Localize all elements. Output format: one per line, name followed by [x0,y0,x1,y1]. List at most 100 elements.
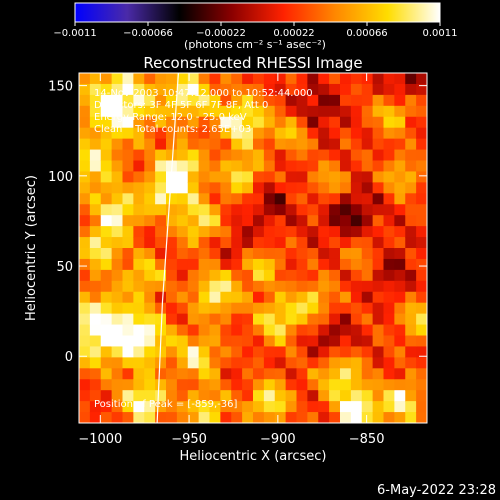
heatmap-cell [209,193,221,205]
heatmap-cell [133,324,145,337]
heatmap-cell [394,73,406,85]
heatmap-cell [187,379,200,391]
heatmap-cell [144,83,156,96]
heatmap-cell [340,324,352,337]
heatmap-cell [209,248,221,260]
heatmap-cell [176,401,189,413]
heatmap-cell [187,280,200,293]
heatmap-cell [361,291,374,304]
heatmap-cell [133,149,145,162]
heatmap-cell [350,324,363,337]
heatmap-cell [198,193,211,205]
heatmap-cell [372,73,385,85]
heatmap-cell [285,401,298,413]
heatmap-cell [187,368,200,380]
heatmap-cell [372,215,385,227]
heatmap-cell [253,324,265,337]
heatmap-cell [263,346,276,358]
heatmap-cell [263,116,276,129]
heatmap-cell [274,204,287,216]
heatmap-cell [253,83,265,96]
heatmap-cell [111,280,124,293]
heatmap-cell [79,94,91,107]
heatmap-cell [187,390,200,402]
heatmap-cell [350,204,363,216]
heatmap-cell [166,368,178,380]
heatmap-cell [405,335,417,348]
heatmap-cell [285,94,298,107]
heatmap-cell [372,258,385,271]
heatmap-cell [187,193,200,205]
heatmap-cell [89,127,102,140]
heatmap-cell [394,149,406,162]
heatmap-cell [383,280,395,293]
heatmap-cell [242,368,254,380]
heatmap-cell [187,313,200,326]
heatmap-cell [89,401,102,413]
heatmap-cell [296,357,308,369]
heatmap-cell [155,368,167,380]
heatmap-cell [198,171,211,183]
heatmap-cell [383,204,395,216]
heatmap-cell [122,302,134,315]
heatmap-cell [231,149,243,162]
heatmap-cell [79,357,91,369]
heatmap-cell [274,291,287,304]
heatmap-cell [111,302,124,315]
heatmap-cell [296,401,308,413]
y-tick-label: 0 [65,350,73,365]
heatmap-cell [274,401,287,413]
heatmap-cell [340,116,352,129]
heatmap-cell [350,116,363,129]
heatmap-cell [111,116,124,129]
heatmap-cell [318,346,330,358]
heatmap-cell [111,182,124,194]
heatmap-cell [405,193,417,205]
heatmap-cell [155,280,167,293]
heatmap-cell [263,138,276,151]
heatmap-cell [307,368,319,380]
heatmap-cell [274,280,287,293]
heatmap-cell [79,335,91,348]
heatmap-cell [361,83,374,96]
heatmap-cell [111,138,124,151]
heatmap-cell [122,335,134,348]
heatmap-cell [231,116,243,129]
heatmap-cell [340,368,352,380]
heatmap-cell [100,324,113,337]
heatmap-cell [307,346,319,358]
heatmap-cell [329,94,341,107]
heatmap-cell [198,83,211,96]
heatmap-cell [307,302,319,315]
heatmap-cell [176,412,189,423]
heatmap-cell [253,280,265,293]
heatmap-cell [340,335,352,348]
heatmap-cell [242,269,254,282]
heatmap-cell [79,248,91,260]
heatmap-cell [209,412,221,423]
heatmap-cell [144,215,156,227]
heatmap-cell [100,280,113,293]
heatmap-cell [416,149,427,162]
heatmap-cell [340,160,352,173]
heatmap-cell [394,94,406,107]
heatmap-cell [416,160,427,173]
heatmap-cell [329,313,341,326]
heatmap-cell [329,105,341,118]
heatmap-cell [187,171,200,183]
heatmap-cell [253,138,265,151]
heatmap-cell [263,160,276,173]
heatmap-cell [383,127,395,140]
heatmap-cell [318,412,330,423]
heatmap-cell [285,335,298,348]
heatmap-cell [111,204,124,216]
heatmap-cell [155,94,167,107]
heatmap-cell [340,401,352,413]
heatmap-cell [372,127,385,140]
colorbar-tick-label: −0.00022 [196,28,246,39]
heatmap-cell [372,149,385,162]
heatmap-cell [198,237,211,249]
heatmap-cell [220,105,232,118]
heatmap-cell [285,116,298,129]
